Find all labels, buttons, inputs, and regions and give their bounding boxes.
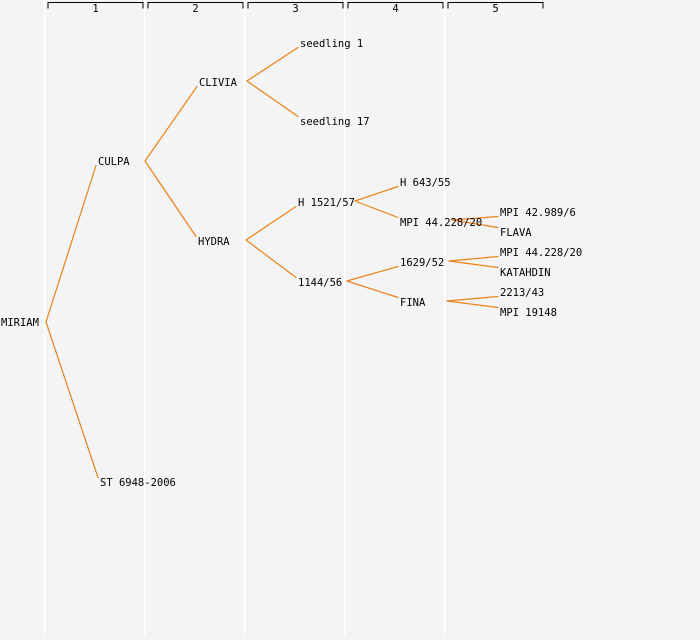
pedigree-edge-clivia-to-seedling-17 [246, 80, 299, 118]
generation-bracket-2 [147, 2, 244, 9]
node-label-hydra: HYDRA [198, 236, 230, 248]
generation-bracket-3 [247, 2, 344, 9]
pedigree-edge-culpa-to-clivia [144, 85, 198, 162]
pedigree-edge-miriam-to-culpa [45, 164, 97, 323]
node-label-mpi-44-228-20a: MPI 44.228/20 [400, 217, 482, 229]
generation-header-label-4: 4 [392, 3, 398, 15]
pedigree-edge-mpi-44-228-20a-to-mpi-42-989-6 [451, 215, 499, 221]
node-label-miriam: MIRIAM [1, 317, 39, 329]
pedigree-edge-fina-to-mpi-19148 [446, 300, 499, 309]
pedigree-edge-mpi-44-228-20a-to-flava [451, 219, 499, 229]
pedigree-edge-clivia-to-seedling-1 [246, 46, 299, 82]
pedigree-edge-1144-56-to-1629-52 [346, 265, 399, 282]
generation-header-label-5: 5 [492, 3, 498, 15]
node-label-seedling-1: seedling 1 [300, 38, 363, 50]
node-label-mpi-42-989-6: MPI 42.989/6 [500, 207, 576, 219]
node-label-mpi-44-228-20b: MPI 44.228/20 [500, 247, 582, 259]
generation-header-label-1: 1 [92, 3, 98, 15]
pedigree-edge-h-1521-57-to-h-643-55 [354, 185, 399, 202]
node-label-mpi-19148: MPI 19148 [500, 307, 557, 319]
node-label-katahdin: KATAHDIN [500, 267, 551, 279]
node-label-st-6948-2006: ST 6948-2006 [100, 477, 176, 489]
pedigree-edge-hydra-to-h-1521-57 [245, 205, 297, 241]
pedigree-edge-1144-56-to-fina [346, 280, 399, 299]
generation-bracket-5 [447, 2, 544, 9]
node-label-2213-43: 2213/43 [500, 287, 544, 299]
pedigree-edge-hydra-to-1144-56 [245, 239, 297, 279]
generation-bracket-4 [347, 2, 444, 9]
node-label-seedling-17: seedling 17 [300, 116, 370, 128]
pedigree-edge-fina-to-2213-43 [446, 295, 499, 302]
pedigree-edge-h-1521-57-to-mpi-44-228-20a [354, 200, 399, 219]
pedigree-edge-1629-52-to-katahdin [448, 260, 499, 269]
generation-header-label-3: 3 [292, 3, 298, 15]
generation-header-label-2: 2 [192, 3, 198, 15]
node-label-1144-56: 1144/56 [298, 277, 342, 289]
node-label-clivia: CLIVIA [199, 77, 238, 89]
node-label-flava: FLAVA [500, 227, 532, 239]
pedigree-edge-miriam-to-st-6948-2006 [45, 321, 99, 479]
node-label-h-1521-57: H 1521/57 [298, 197, 355, 209]
pedigree-edge-culpa-to-hydra [144, 160, 197, 238]
pedigree-edge-1629-52-to-mpi-44-228-20b [448, 255, 499, 262]
node-label-fina: FINA [400, 297, 426, 309]
node-label-1629-52: 1629/52 [400, 257, 444, 269]
node-label-h-643-55: H 643/55 [400, 177, 451, 189]
generation-bracket-1 [47, 2, 144, 9]
node-label-culpa: CULPA [98, 156, 130, 168]
